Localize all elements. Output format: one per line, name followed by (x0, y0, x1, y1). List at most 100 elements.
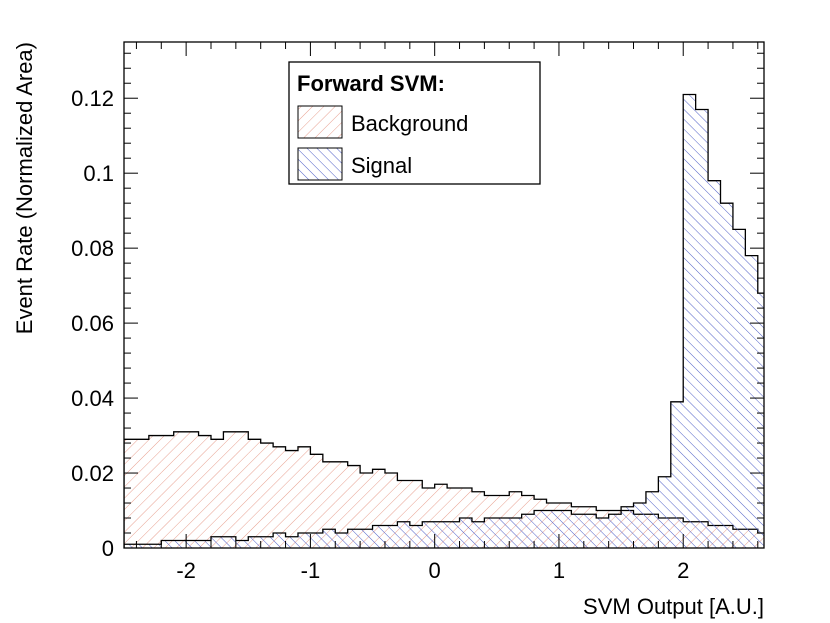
signal-bin (509, 518, 522, 548)
signal-bin (670, 401, 684, 548)
x-tick-label: 0 (429, 558, 441, 583)
signal-bin (695, 109, 709, 548)
background-bin (186, 431, 199, 548)
signal-bin (422, 521, 435, 548)
x-tick-labels: -2 -1 0 1 2 (176, 558, 689, 583)
signal-bin (621, 506, 634, 548)
signal-bin (235, 540, 249, 548)
signal-bin (471, 521, 485, 548)
signal-bin (260, 536, 274, 548)
signal-outline (124, 93, 764, 548)
signal-bin (732, 229, 746, 548)
legend-label-background: Background (351, 111, 468, 136)
background-bin (335, 461, 348, 548)
signal-bin (409, 525, 423, 548)
signal-bin (546, 510, 559, 548)
background-bin (235, 431, 249, 548)
signal-bin (310, 533, 323, 548)
background-bin (161, 435, 174, 548)
signal-bin (124, 544, 137, 548)
signal-bin (608, 514, 622, 548)
y-tick-label: 0 (102, 536, 114, 561)
signal-bin (571, 514, 584, 548)
signal-bin (397, 521, 410, 548)
legend-swatch-background (297, 105, 343, 139)
background-bin (297, 446, 311, 548)
signal-bin (223, 536, 236, 548)
signal-bin (210, 536, 224, 548)
signal-bin (558, 510, 572, 548)
x-tick-label: -1 (301, 558, 321, 583)
y-tick-labels: 0 0.02 0.04 0.06 0.08 0.1 0.12 (71, 86, 114, 561)
signal-bin (496, 518, 510, 548)
y-axis-title: Event Rate (Normalized Area) (12, 42, 37, 334)
series-signal (124, 93, 764, 548)
background-bin (273, 446, 286, 548)
signal-bin (384, 525, 398, 548)
signal-bin (372, 525, 385, 548)
signal-bin (161, 540, 174, 548)
legend-title: Forward SVM: (297, 71, 445, 96)
y-tick-label: 0.08 (71, 236, 114, 261)
signal-bin (745, 255, 758, 548)
signal-bin (136, 544, 149, 548)
signal-bin (285, 536, 298, 548)
signal-bin (173, 540, 187, 548)
signal-bin (186, 540, 199, 548)
signal-bin (360, 529, 373, 548)
signal-bin (757, 293, 764, 548)
background-bin (260, 443, 274, 548)
background-outline (124, 431, 764, 548)
series-layer (124, 93, 764, 548)
legend-swatch-signal (297, 147, 343, 181)
background-bin (347, 465, 361, 548)
background-bin (285, 450, 298, 548)
signal-bin (708, 180, 721, 548)
x-axis-title: SVM Output [A.U.] (583, 594, 764, 619)
ticks-layer (124, 42, 764, 549)
background-bin (248, 439, 261, 548)
background-bin (210, 439, 224, 548)
y-tick-label: 0.04 (71, 386, 114, 411)
signal-bin (148, 544, 162, 548)
signal-bin (720, 203, 733, 548)
signal-bin (447, 521, 460, 548)
background-bin (148, 435, 162, 548)
signal-bin (347, 529, 361, 548)
x-tick-label: 1 (553, 558, 565, 583)
plot-frame (123, 41, 765, 549)
signal-bin (596, 518, 609, 548)
signal-bin (273, 533, 286, 548)
signal-bin (459, 518, 472, 548)
signal-bin (633, 503, 646, 548)
background-bin (322, 461, 336, 548)
signal-bin (484, 518, 497, 548)
signal-bin (248, 536, 261, 548)
signal-bin (297, 533, 311, 548)
signal-bin (322, 529, 336, 548)
background-bin (310, 454, 323, 548)
background-bin (136, 439, 149, 548)
y-tick-label: 0.06 (71, 311, 114, 336)
legend-label-signal: Signal (351, 153, 412, 178)
signal-bin (683, 94, 696, 548)
signal-bin (335, 533, 348, 548)
signal-bin (534, 510, 547, 548)
background-bin (124, 439, 137, 548)
signal-bin (198, 540, 211, 548)
y-tick-label: 0.12 (71, 86, 114, 111)
signal-bin (434, 521, 448, 548)
signal-bin (521, 514, 535, 548)
signal-bin (583, 514, 597, 548)
y-tick-label: 0.1 (83, 161, 114, 186)
y-tick-label: 0.02 (71, 461, 114, 486)
background-bin (198, 435, 211, 548)
signal-bin (645, 491, 659, 548)
signal-bin (658, 476, 671, 548)
legend: Forward SVM: Background Signal (288, 61, 541, 185)
x-tick-label: 2 (677, 558, 689, 583)
x-tick-label: -2 (176, 558, 196, 583)
background-bin (173, 431, 187, 548)
background-bin (223, 431, 236, 548)
